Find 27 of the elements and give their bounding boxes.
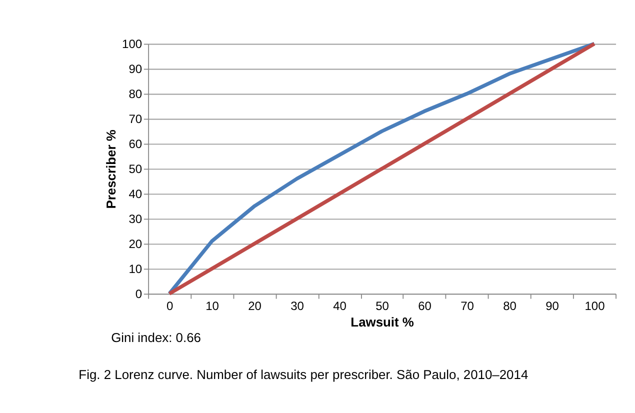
line-series <box>168 42 596 296</box>
x-tick-label: 40 <box>333 298 347 313</box>
x-tick-label: 100 <box>584 298 606 313</box>
x-axis-title: Lawsuit % <box>350 314 414 330</box>
caption: Fig. 2 Lorenz curve. Number of lawsuits per prescriber. São Paulo, 2010–2014 <box>78 366 528 382</box>
y-tick-label: 90 <box>128 62 142 76</box>
x-tick-label: 50 <box>376 298 390 313</box>
x-tick-label: 90 <box>546 298 560 313</box>
y-tick-label: 40 <box>128 186 142 201</box>
y-tick-label: 80 <box>128 86 142 101</box>
x-tick-label: 80 <box>503 298 517 313</box>
y-tick-label: 20 <box>128 236 142 251</box>
x-tick-label: 60 <box>418 298 432 313</box>
y-tick-label: 10 <box>128 262 142 276</box>
x-tick-label: 10 <box>206 298 220 313</box>
y-axis-title: Prescriber % <box>104 129 119 209</box>
y-tick-label: 100 <box>122 36 142 51</box>
text: Gini index: 0.66 <box>111 330 201 345</box>
x-tick-label: 20 <box>248 298 262 313</box>
y-tick-label: 30 <box>128 212 142 226</box>
y-tick-label: 70 <box>128 112 142 126</box>
x-tick-label: 30 <box>290 298 304 313</box>
x-tick-label: 70 <box>460 298 474 313</box>
x-tick-label: 0 <box>166 298 174 313</box>
y-tick-label: 60 <box>128 136 142 151</box>
y-tick-label: 50 <box>128 162 142 176</box>
y-tick-label: 0 <box>135 286 142 301</box>
